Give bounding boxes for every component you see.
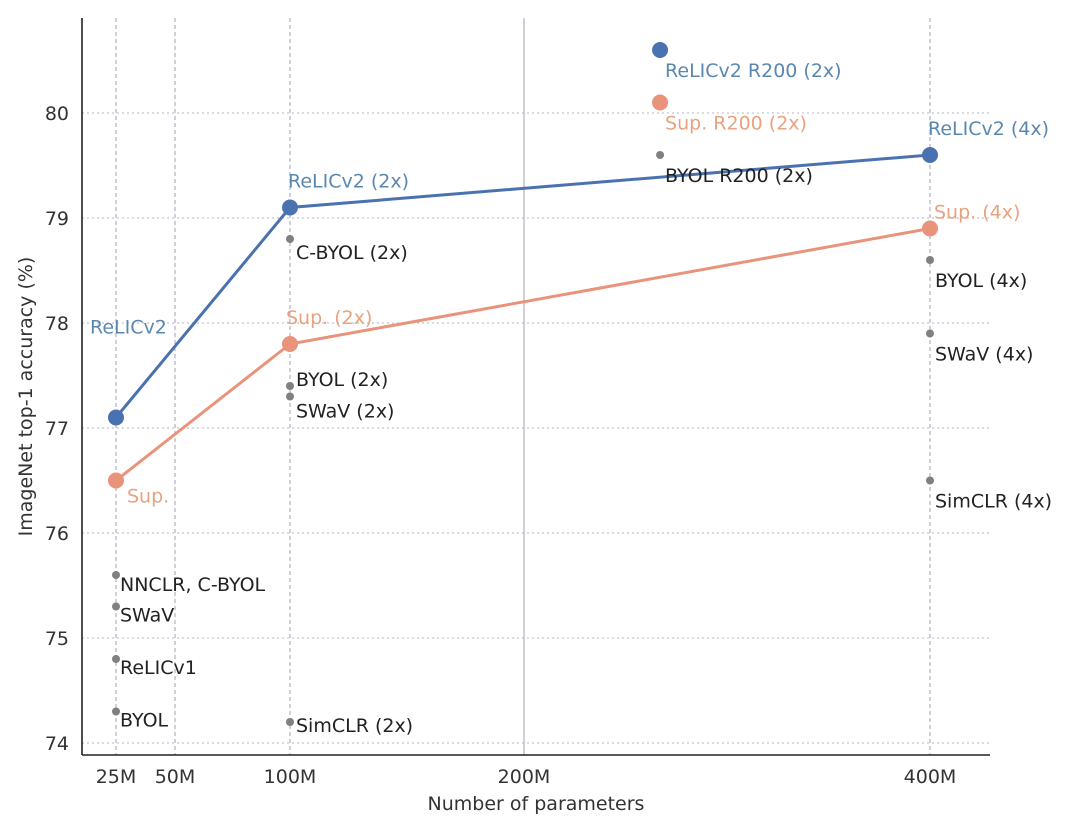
- data-label: ReLICv2 (2x): [288, 171, 409, 193]
- data-point-other: [286, 718, 294, 726]
- y-tick-label: 76: [45, 523, 69, 545]
- data-label: BYOL (2x): [296, 369, 388, 391]
- data-point-other: [286, 235, 294, 243]
- y-tick-label: 74: [45, 733, 69, 755]
- series-line-relic: [114, 153, 931, 419]
- data-point-other: [112, 571, 120, 579]
- data-point-relic: [108, 409, 124, 426]
- data-label: C-BYOL (2x): [296, 242, 408, 264]
- data-point-relic: [652, 42, 669, 58]
- data-point-other: [926, 329, 934, 338]
- x-tick-label: 25M: [96, 766, 137, 788]
- x-tick-label: 200M: [498, 766, 551, 788]
- data-label: Sup.: [127, 486, 169, 508]
- series-line-sup: [115, 227, 931, 482]
- y-tick-label: 75: [45, 628, 69, 650]
- x-tick-label: 50M: [155, 766, 196, 788]
- data-label: SWaV: [120, 605, 174, 627]
- data-labels: ReLICv2 ReLICv2 (2x) ReLICv2 (4x) Sup. Sup. …: [90, 60, 1052, 737]
- data-label: ReLICv2 R200 (2x): [665, 60, 842, 82]
- grid: [82, 18, 990, 755]
- data-point-other: [926, 256, 934, 264]
- data-label: ReLICv2 (4x): [928, 118, 1049, 140]
- data-point-sup: [282, 336, 298, 352]
- data-point-sup: [652, 94, 669, 111]
- data-point-other: [286, 392, 294, 401]
- data-label: Sup. (2x): [286, 307, 372, 329]
- data-point-sup: [922, 220, 938, 237]
- data-label: ReLICv2: [90, 317, 167, 339]
- data-point-relic: [922, 147, 938, 163]
- data-point-other: [112, 602, 120, 611]
- data-label: BYOL (4x): [935, 270, 1027, 292]
- y-axis-title: ImageNet top-1 accuracy (%): [15, 257, 37, 537]
- data-points: [108, 42, 938, 726]
- series-lines: [114, 153, 931, 482]
- y-tick-label: 80: [45, 103, 69, 125]
- data-label: NNCLR, C-BYOL: [120, 574, 266, 596]
- data-point-other: [112, 655, 120, 663]
- y-tick-label: 78: [45, 313, 69, 335]
- y-tick-label: 77: [45, 418, 69, 440]
- tick-labels: 74 75 76 77 78 79 80 25M 50M 100M 200M 400M: [45, 103, 957, 788]
- data-label: SimCLR (2x): [296, 715, 413, 737]
- data-point-other: [656, 151, 665, 159]
- x-tick-label: 100M: [264, 766, 317, 788]
- y-tick-label: 79: [45, 208, 69, 230]
- data-label: SWaV (4x): [935, 344, 1033, 366]
- x-axis-title: Number of parameters: [428, 793, 645, 815]
- data-label: BYOL R200 (2x): [665, 165, 813, 187]
- data-label: BYOL: [120, 710, 169, 732]
- data-label: SWaV (2x): [296, 401, 394, 423]
- data-point-other: [286, 382, 294, 390]
- data-point-relic: [282, 199, 298, 216]
- axes: [81, 18, 990, 756]
- x-tick-label: 400M: [904, 766, 957, 788]
- data-point-other: [926, 476, 934, 485]
- data-point-sup: [108, 472, 124, 489]
- data-label: Sup. (4x): [934, 202, 1020, 224]
- data-label: ReLICv1: [120, 657, 197, 679]
- data-label: SimCLR (4x): [935, 491, 1052, 513]
- data-label: Sup. R200 (2x): [665, 113, 807, 135]
- data-point-other: [112, 707, 120, 716]
